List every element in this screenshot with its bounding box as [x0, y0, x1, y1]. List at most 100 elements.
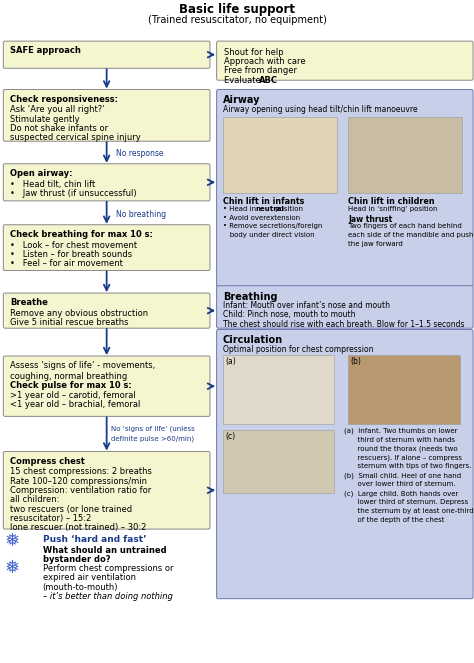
FancyBboxPatch shape — [3, 41, 210, 68]
FancyBboxPatch shape — [217, 330, 473, 599]
Text: No response: No response — [116, 149, 164, 158]
Text: Airway opening using head tilt/chin lift manoeuvre: Airway opening using head tilt/chin lift… — [223, 105, 418, 114]
Text: Evaluate: Evaluate — [224, 76, 263, 85]
Text: Compression: ventilation ratio for: Compression: ventilation ratio for — [10, 486, 152, 495]
Text: – it’s better than doing nothing: – it’s better than doing nothing — [43, 592, 173, 601]
Text: Airway: Airway — [223, 95, 260, 105]
Text: ABC: ABC — [259, 76, 278, 85]
Text: Infant: Mouth over infant’s nose and mouth: Infant: Mouth over infant’s nose and mou… — [223, 301, 390, 310]
Text: two rescuers (or lone trained: two rescuers (or lone trained — [10, 505, 133, 514]
Text: No ‘signs of life’ (unless: No ‘signs of life’ (unless — [111, 426, 195, 432]
Text: coughing, normal breathing: coughing, normal breathing — [10, 372, 128, 381]
Text: third of sternum with hands: third of sternum with hands — [344, 437, 455, 443]
Text: <1 year old – brachial, femoral: <1 year old – brachial, femoral — [10, 400, 141, 409]
Text: Head in ‘sniffing’ position: Head in ‘sniffing’ position — [348, 206, 438, 212]
Text: Remove any obvious obstruction: Remove any obvious obstruction — [10, 309, 148, 318]
Text: the sternum by at least one-third: the sternum by at least one-third — [344, 508, 473, 514]
Text: Free from danger: Free from danger — [224, 66, 297, 76]
Text: >1 year old – carotid, femoral: >1 year old – carotid, femoral — [10, 391, 136, 400]
Text: What should an untrained: What should an untrained — [43, 546, 166, 555]
Text: Breathe: Breathe — [10, 298, 48, 308]
Text: expired air ventilation: expired air ventilation — [43, 573, 136, 583]
Text: Breathing: Breathing — [223, 292, 277, 302]
Text: Chin lift in children: Chin lift in children — [348, 197, 435, 206]
Text: (c)  Large child. Both hands over: (c) Large child. Both hands over — [344, 491, 458, 497]
Text: No breathing: No breathing — [116, 210, 166, 219]
FancyBboxPatch shape — [217, 90, 473, 287]
Text: Child: Pinch nose, mouth to mouth: Child: Pinch nose, mouth to mouth — [223, 310, 356, 320]
Text: Ask ‘Are you all right?’: Ask ‘Are you all right?’ — [10, 105, 105, 115]
FancyBboxPatch shape — [223, 430, 334, 493]
Text: lower third of sternum. Depress: lower third of sternum. Depress — [344, 499, 468, 505]
Text: (c): (c) — [225, 432, 235, 442]
Text: Do not shake infants or: Do not shake infants or — [10, 124, 109, 133]
Text: the jaw forward: the jaw forward — [348, 241, 403, 247]
Text: •   Feel – for air movement: • Feel – for air movement — [10, 259, 123, 269]
Text: bystander do?: bystander do? — [43, 555, 110, 564]
Text: (Trained resuscitator, no equipment): (Trained resuscitator, no equipment) — [147, 15, 327, 25]
Text: Stimulate gently: Stimulate gently — [10, 115, 80, 124]
Text: (a): (a) — [225, 357, 236, 367]
Text: Chin lift in infants: Chin lift in infants — [223, 197, 304, 206]
FancyBboxPatch shape — [348, 117, 462, 193]
FancyBboxPatch shape — [3, 452, 210, 529]
Text: sternum with tips of two fingers.: sternum with tips of two fingers. — [344, 463, 471, 469]
Text: round the thorax (needs two: round the thorax (needs two — [344, 446, 457, 452]
Text: over lower third of sternum.: over lower third of sternum. — [344, 481, 455, 487]
FancyBboxPatch shape — [3, 356, 210, 416]
Text: definite pulse >60/min): definite pulse >60/min) — [111, 435, 194, 442]
FancyBboxPatch shape — [3, 90, 210, 141]
Text: rescuers). If alone – compress: rescuers). If alone – compress — [344, 455, 462, 461]
Text: Push ‘hard and fast’: Push ‘hard and fast’ — [43, 535, 146, 544]
Text: • Head in: • Head in — [223, 206, 258, 212]
Text: •   Jaw thrust (if unsuccessful): • Jaw thrust (if unsuccessful) — [10, 189, 137, 198]
Text: •   Listen – for breath sounds: • Listen – for breath sounds — [10, 250, 133, 259]
Text: Give 5 initial rescue breaths: Give 5 initial rescue breaths — [10, 318, 129, 328]
Text: Circulation: Circulation — [223, 335, 283, 345]
Text: • Avoid overextension: • Avoid overextension — [223, 215, 300, 221]
Text: neutral: neutral — [255, 206, 284, 212]
Text: Approach with care: Approach with care — [224, 57, 305, 66]
Text: (a)  Infant. Two thumbs on lower: (a) Infant. Two thumbs on lower — [344, 428, 457, 434]
Text: suspected cervical spine injury: suspected cervical spine injury — [10, 133, 141, 143]
Text: Jaw thrust: Jaw thrust — [348, 215, 392, 224]
Text: SAFE approach: SAFE approach — [10, 46, 82, 56]
Text: Shout for help: Shout for help — [224, 48, 283, 57]
Text: Basic life support: Basic life support — [179, 3, 295, 17]
Text: (b): (b) — [351, 357, 362, 367]
Text: Two fingers of each hand behind: Two fingers of each hand behind — [348, 223, 462, 229]
Text: ❅: ❅ — [5, 559, 20, 577]
Text: • Remove secretions/foreign: • Remove secretions/foreign — [223, 223, 322, 229]
Text: The chest should rise with each breath. Blow for 1–1.5 seconds: The chest should rise with each breath. … — [223, 320, 464, 329]
Text: 15 chest compressions: 2 breaths: 15 chest compressions: 2 breaths — [10, 467, 152, 477]
Text: all children:: all children: — [10, 495, 60, 505]
Text: (b)  Small child. Heel of one hand: (b) Small child. Heel of one hand — [344, 472, 461, 479]
Text: resuscitator) – 15:2: resuscitator) – 15:2 — [10, 514, 91, 523]
Text: of the depth of the chest: of the depth of the chest — [344, 517, 444, 523]
Text: Perform chest compressions or: Perform chest compressions or — [43, 564, 173, 573]
Text: Compress chest: Compress chest — [10, 457, 85, 466]
Text: Check breathing for max 10 s:: Check breathing for max 10 s: — [10, 230, 153, 239]
Text: each side of the mandible and push: each side of the mandible and push — [348, 232, 474, 238]
Text: Open airway:: Open airway: — [10, 169, 73, 178]
Text: body under direct vision: body under direct vision — [223, 232, 314, 238]
Text: Check responsiveness:: Check responsiveness: — [10, 95, 118, 104]
Text: (mouth-to-mouth): (mouth-to-mouth) — [43, 583, 118, 592]
Text: Optimal position for chest compression: Optimal position for chest compression — [223, 345, 374, 354]
Text: •   Look – for chest movement: • Look – for chest movement — [10, 241, 137, 250]
FancyBboxPatch shape — [223, 355, 334, 424]
Text: Check pulse for max 10 s:: Check pulse for max 10 s: — [10, 381, 132, 391]
Text: Rate 100–120 compressions/min: Rate 100–120 compressions/min — [10, 477, 147, 486]
FancyBboxPatch shape — [348, 355, 460, 424]
Text: Assess ‘signs of life’ - movements,: Assess ‘signs of life’ - movements, — [10, 361, 155, 371]
FancyBboxPatch shape — [3, 293, 210, 328]
Text: lone rescuer (not trained) – 30:2: lone rescuer (not trained) – 30:2 — [10, 523, 147, 532]
FancyBboxPatch shape — [217, 41, 473, 80]
Text: •   Head tilt, chin lift: • Head tilt, chin lift — [10, 180, 96, 189]
Text: position: position — [273, 206, 303, 212]
Text: ❅: ❅ — [5, 532, 20, 550]
FancyBboxPatch shape — [223, 117, 337, 193]
FancyBboxPatch shape — [217, 286, 473, 328]
FancyBboxPatch shape — [3, 225, 210, 271]
FancyBboxPatch shape — [3, 164, 210, 201]
